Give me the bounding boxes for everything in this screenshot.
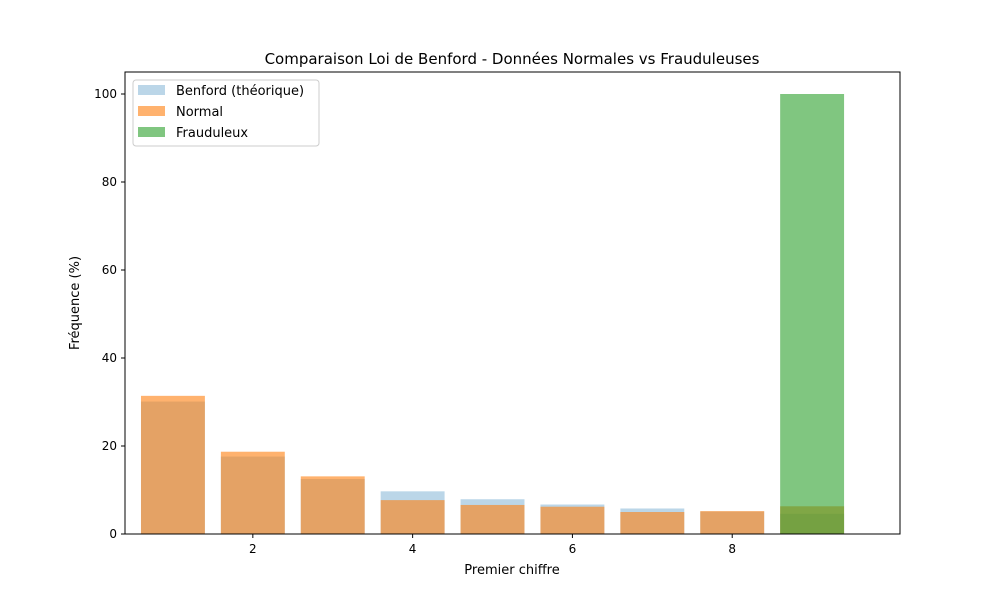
y-tick-label: 0 (109, 527, 117, 541)
x-tick-label: 4 (409, 542, 417, 556)
bar-s1-x1 (140, 395, 205, 534)
y-tick-label: 40 (102, 351, 117, 365)
y-tick-label: 100 (94, 87, 117, 101)
y-tick-label: 20 (102, 439, 117, 453)
x-tick-label: 6 (569, 542, 577, 556)
plot-frame (124, 71, 901, 535)
x-axis-label: Premier chiffre (464, 563, 559, 578)
chart-title: Comparaison Loi de Benford - Données Nor… (265, 50, 760, 68)
legend-label: Normal (176, 105, 223, 120)
y-axis-ticks: 0 20 40 60 80 100 (94, 87, 125, 541)
legend-swatch (138, 85, 165, 95)
x-tick-label: 2 (249, 542, 257, 556)
legend-swatch (138, 106, 165, 116)
legend: Benford (théorique) Normal Frauduleux (132, 79, 320, 147)
bar-s1-x2 (220, 451, 285, 534)
bar-s1-x3 (300, 476, 365, 534)
bar-s1-x7 (620, 512, 685, 534)
bar-s1-x8 (700, 511, 765, 534)
legend-box (132, 79, 320, 147)
legend-swatch (138, 127, 165, 137)
bar-s1-x4 (380, 500, 445, 534)
legend-label: Benford (théorique) (176, 84, 304, 99)
x-tick-label: 8 (728, 542, 736, 556)
bar-s1-x6 (540, 506, 605, 534)
y-tick-label: 80 (102, 175, 117, 189)
y-tick-label: 60 (102, 263, 117, 277)
bar-s2-x9 (780, 94, 845, 534)
x-axis-ticks: 2 4 6 8 (249, 534, 736, 556)
bar-s1-x5 (460, 504, 525, 534)
y-axis-label: Fréquence (%) (68, 256, 83, 350)
bars-group (140, 94, 845, 534)
legend-label: Frauduleux (176, 126, 248, 141)
